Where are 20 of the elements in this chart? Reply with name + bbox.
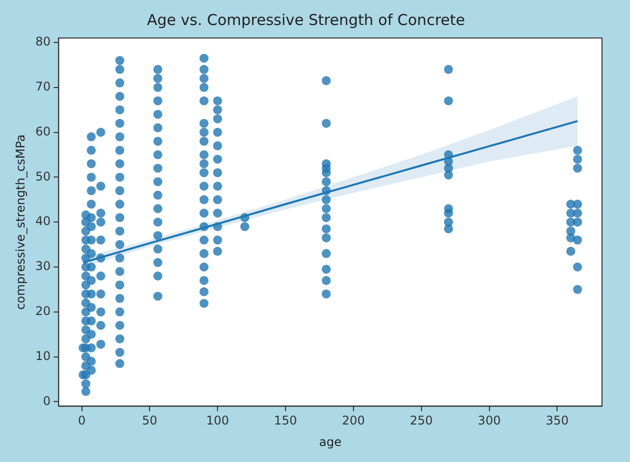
y-tick-label: 0 xyxy=(43,394,51,408)
x-tick-label: 0 xyxy=(78,414,86,428)
y-tick-label: 60 xyxy=(35,124,51,138)
x-axis-title: age xyxy=(319,434,342,449)
y-tick-label: 70 xyxy=(35,80,51,94)
chart-title: Age vs. Compressive Strength of Concrete xyxy=(147,10,465,29)
y-tick-label: 80 xyxy=(35,34,51,49)
x-tick-label: 150 xyxy=(274,414,297,428)
y-tick-label: 10 xyxy=(35,348,51,363)
y-tick-label: 50 xyxy=(35,169,51,184)
x-tick-label: 250 xyxy=(410,414,433,428)
y-tick-label: 40 xyxy=(35,214,51,228)
x-tick-label: 50 xyxy=(142,414,158,428)
x-tick-label: 300 xyxy=(478,414,501,428)
x-tick-label: 350 xyxy=(546,414,569,428)
y-tick-label: 30 xyxy=(35,259,51,274)
y-axis-title: compressive_strength_csMPa xyxy=(13,134,28,310)
y-tick-label: 20 xyxy=(35,304,51,318)
x-tick-label: 100 xyxy=(206,414,230,428)
x-tick-label: 200 xyxy=(342,414,365,428)
